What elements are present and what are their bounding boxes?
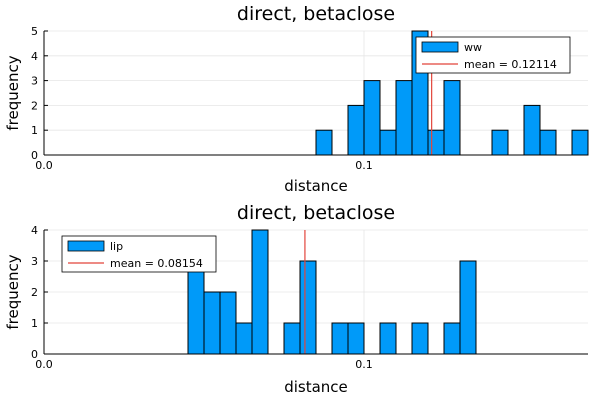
legend-label-mean: mean = 0.08154 — [110, 257, 203, 270]
panel-title: direct, betaclose — [237, 3, 395, 25]
x-tick-label: 0.0 — [35, 159, 53, 172]
histogram-bar — [443, 322, 461, 355]
y-tick-label: 2 — [31, 99, 38, 112]
legend-label-histogram: lip — [110, 240, 123, 253]
histogram-bar — [379, 322, 397, 355]
legend-swatch-histogram — [421, 41, 459, 53]
legend-label-histogram: ww — [464, 41, 482, 54]
histogram-bar — [427, 129, 445, 156]
histogram-bar — [251, 229, 269, 355]
y-tick-label: 3 — [31, 75, 38, 88]
histogram-bar — [459, 260, 477, 355]
y-tick-label: 0 — [31, 348, 38, 361]
histogram-bar — [379, 129, 397, 156]
x-tick-label: 0.1 — [355, 358, 373, 371]
x-tick-label: 0.1 — [355, 159, 373, 172]
histogram-bar — [187, 260, 205, 355]
histogram-bar — [203, 291, 221, 355]
x-tick-label: 0.0 — [35, 358, 53, 371]
histogram-bar — [363, 80, 381, 156]
histogram-bar — [347, 104, 365, 156]
histogram-bar — [347, 322, 365, 355]
y-axis-label: frequency — [4, 55, 22, 130]
axis-ticks: 0.0 0.1 0 1 2 3 4 5 — [31, 25, 588, 172]
histogram-bar — [395, 80, 413, 156]
histogram-bar — [235, 322, 253, 355]
panel-lip: direct, betaclose distance frequency 0.0… — [4, 202, 588, 396]
histogram-bar — [331, 322, 349, 355]
panel-ww: direct, betaclose distance frequency 0.0… — [4, 3, 589, 195]
histogram-bar — [315, 129, 333, 156]
x-axis-label: distance — [284, 177, 348, 195]
histogram-bar — [571, 129, 589, 156]
y-tick-label: 1 — [31, 317, 38, 330]
histogram-bar — [443, 80, 461, 156]
y-tick-label: 5 — [31, 25, 38, 38]
x-axis-label: distance — [284, 378, 348, 396]
panel-title: direct, betaclose — [237, 202, 395, 224]
legend: lip mean = 0.08154 — [61, 235, 217, 273]
y-tick-label: 0 — [31, 149, 38, 162]
histogram-bar — [299, 260, 317, 355]
histogram-bar — [283, 322, 301, 355]
histogram-bar — [219, 291, 237, 355]
histogram-bar — [411, 322, 429, 355]
y-tick-label: 3 — [31, 255, 38, 268]
legend: ww mean = 0.12114 — [415, 36, 571, 74]
legend-label-mean: mean = 0.12114 — [464, 58, 557, 71]
histogram-bar — [523, 104, 541, 156]
histogram-bar — [539, 129, 557, 156]
y-axis-label: frequency — [4, 254, 22, 329]
legend-swatch-histogram — [67, 240, 105, 252]
axis-ticks: 0.0 0.1 0 1 2 3 4 — [31, 224, 588, 371]
y-tick-label: 2 — [31, 286, 38, 299]
y-tick-label: 1 — [31, 124, 38, 137]
histogram-bar — [491, 129, 509, 156]
y-tick-label: 4 — [31, 50, 38, 63]
histogram-bars — [187, 229, 477, 355]
y-tick-label: 4 — [31, 224, 38, 237]
